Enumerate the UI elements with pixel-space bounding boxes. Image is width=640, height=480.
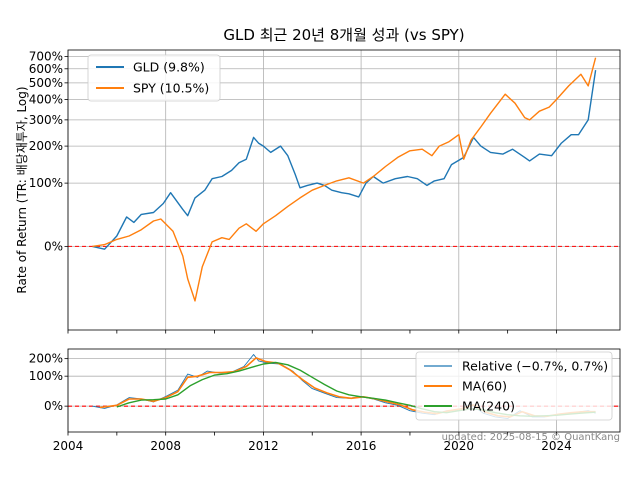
- relative-legend-box: [415, 351, 613, 421]
- relative-x-ticks: 2004 2008 2012 2016 2020 2024: [53, 432, 572, 453]
- y-tick-label: 700%: [29, 50, 63, 64]
- y-tick-label: 600%: [29, 62, 63, 76]
- legend-label-spy: SPY (10.5%): [133, 81, 209, 96]
- main-panel: 0% 100% 200% 300% 400% 500%600%700% GLD 최근 20…: [15, 26, 621, 334]
- relative-legend: Relative (−0.7%, 0.7%) MA(60) MA(240): [415, 351, 613, 421]
- footer-note: updated: 2025-08-15 © QuantKang: [442, 432, 620, 443]
- main-legend: GLD (9.8%) SPY (10.5%): [87, 54, 221, 102]
- series-line-spy: [92, 57, 597, 302]
- main-series-lines: [92, 57, 597, 302]
- y-tick-label: 200%: [29, 352, 63, 366]
- relative-panel: 0% 100% 200% 2004 2008 2012 2016 2020 2024 Rela…: [29, 348, 621, 453]
- y-tick-label: 0%: [44, 399, 63, 413]
- x-tick-label: 2008: [150, 439, 181, 453]
- legend-label-relative: Relative (−0.7%, 0.7%): [462, 359, 608, 374]
- y-tick-label: 400%: [29, 92, 63, 106]
- y-tick-label: 500%: [29, 76, 63, 90]
- relative-axes-frame: [67, 348, 621, 433]
- main-x-ticks: [67, 330, 557, 334]
- legend-label-gld: GLD (9.8%): [133, 60, 205, 75]
- x-tick-label: 2004: [53, 439, 84, 453]
- y-tick-label: 0%: [44, 239, 63, 253]
- legend-label-ma240: MA(240): [462, 399, 515, 414]
- x-tick-label: 2012: [248, 439, 279, 453]
- series-line-gld: [92, 69, 597, 250]
- main-y-axis-label: Rate of Return (TR: 배당재투자, Log): [15, 86, 29, 293]
- y-tick-label: 200%: [29, 139, 63, 153]
- x-tick-label: 2016: [346, 439, 377, 453]
- main-axes-frame: [67, 49, 621, 331]
- y-tick-label: 100%: [29, 176, 63, 190]
- chart-title: GLD 최근 20년 8개월 성과 (vs SPY): [223, 26, 464, 44]
- x-tick-label: 2020: [444, 439, 475, 453]
- legend-label-ma60: MA(60): [462, 379, 507, 394]
- relative-y-ticks: 0% 100% 200%: [29, 352, 68, 413]
- main-y-ticks: 0% 100% 200% 300% 400% 500%600%700%: [29, 50, 68, 253]
- x-tick-label: 2024: [541, 439, 572, 453]
- y-tick-label: 100%: [29, 369, 63, 383]
- y-tick-label: 300%: [29, 113, 63, 127]
